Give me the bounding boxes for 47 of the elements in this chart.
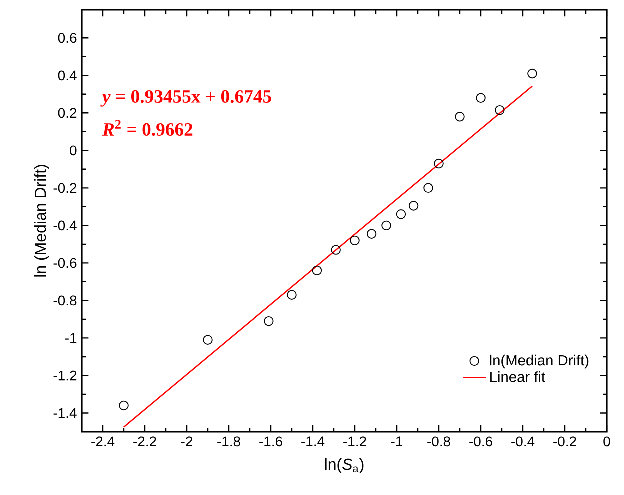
- x-tick-label: -2.2: [134, 436, 156, 446]
- y-tick-label: -0.6: [54, 258, 77, 268]
- x-tick-label: -0.6: [470, 436, 492, 447]
- x-tick-label: 0: [604, 436, 610, 447]
- x-tick-label: -1: [391, 436, 403, 446]
- x-tick-label: -2.4: [92, 436, 115, 446]
- point: [366, 229, 377, 239]
- point: [350, 236, 360, 246]
- y-tick-label: -1.4: [54, 408, 77, 418]
- y-tick-label: 0.2: [58, 108, 77, 118]
- y-tick-label: -0.8: [54, 296, 77, 306]
- y-tick-label: -1.2: [54, 370, 77, 381]
- x-axis-title: ln(S$_{a}$): [325, 458, 364, 474]
- x-tick-label: -1.8: [218, 436, 240, 447]
- point: [382, 220, 392, 231]
- point: [455, 112, 465, 122]
- point: [528, 68, 538, 79]
- annotation: y = 0.93455x + 0.6745: [100, 90, 272, 107]
- point: [408, 201, 419, 211]
- legend-label: ln(Median Drift): [490, 354, 589, 369]
- x-tick-label: -1.4: [302, 436, 325, 446]
- point: [312, 266, 322, 276]
- y-tick-label: 0: [70, 146, 77, 156]
- x-tick-label: -0.8: [428, 436, 450, 447]
- x-tick-label: -2: [181, 436, 193, 446]
- y-tick-label: -1: [65, 333, 77, 344]
- legend-label: Linear fit: [490, 372, 546, 382]
- x-tick-label: -0.4: [512, 436, 535, 447]
- y-tick-label: -0.2: [54, 183, 77, 194]
- y-axis-title: ln (Median Drift): [34, 165, 50, 277]
- point: [287, 290, 297, 300]
- y-tick-label: 0.6: [58, 33, 77, 44]
- point: [495, 105, 505, 116]
- x-tick-label: -0.2: [554, 436, 576, 447]
- x-tick-label: -1.2: [344, 436, 366, 446]
- point: [331, 245, 341, 255]
- point: [476, 93, 486, 104]
- y-tick-label: -0.4: [54, 220, 77, 231]
- x-tick-label: -1.6: [260, 436, 282, 447]
- point: [424, 183, 434, 194]
- point: [119, 400, 129, 411]
- y-tick-label: 0.4: [58, 70, 77, 81]
- point: [264, 316, 274, 326]
- point: [203, 335, 213, 345]
- point: [396, 210, 406, 220]
- point: [434, 158, 444, 169]
- annotation: R$^{2}$ = 0.9662: [102, 120, 193, 136]
